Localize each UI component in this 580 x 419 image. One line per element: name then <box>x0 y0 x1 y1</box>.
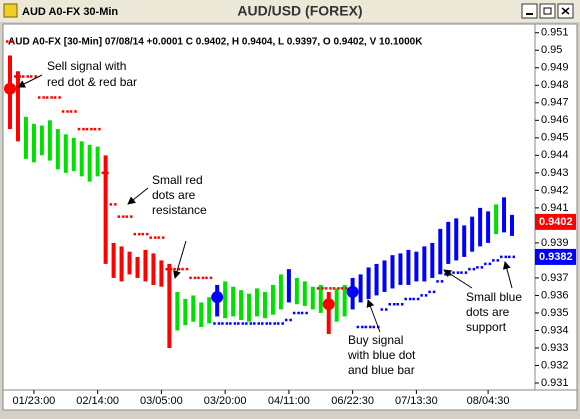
arrow <box>502 261 513 289</box>
y-axis-panel <box>534 23 578 391</box>
y-tick-label: 0.946 <box>541 114 569 126</box>
y-tick-label: 0.931 <box>541 377 569 389</box>
y-tick-label: 0.951 <box>541 27 569 39</box>
support-price-tag-box <box>535 248 576 265</box>
y-tick-label: 0.944 <box>541 149 569 161</box>
y-tick-label: 0.934 <box>541 324 569 336</box>
arrow <box>17 74 43 88</box>
annotation: with blue dot <box>347 348 416 362</box>
support-price-tag: 0.9382 <box>539 251 573 263</box>
y-tick-label: 0.936 <box>541 289 569 301</box>
y-tick-label: 0.95 <box>541 44 562 56</box>
arrow <box>173 240 187 279</box>
arrow <box>127 187 149 205</box>
last-price-tag: 0.9402 <box>539 216 573 228</box>
x-tick-label: 01/23:00 <box>12 395 55 407</box>
annotation: red dot & red bar <box>47 75 137 89</box>
last-price-tag-box <box>535 213 576 230</box>
title-bar <box>0 0 580 22</box>
buy-signal <box>211 291 224 304</box>
info-line: AUD A0-FX [30-Min] 07/08/14 +0.0001 C 0.… <box>8 37 423 48</box>
annotation: Buy signal <box>348 333 403 347</box>
annotation: resistance <box>152 203 207 217</box>
minimize-button[interactable] <box>521 3 538 19</box>
annotation: Small blue <box>466 290 522 304</box>
y-tick-label: 0.933 <box>541 342 569 354</box>
window-title: AUD A0-FX 30-Min <box>22 6 118 18</box>
y-tick-label: 0.948 <box>541 79 569 91</box>
x-tick-label: 02/14:00 <box>76 395 119 407</box>
chart-title: AUD/USD (FOREX) <box>237 3 362 19</box>
maximize-button[interactable] <box>539 3 556 19</box>
y-tick-label: 0.939 <box>541 237 569 249</box>
arrow <box>443 269 473 289</box>
buy-signal <box>346 285 359 298</box>
y-tick-label: 0.943 <box>541 167 569 179</box>
annotation: Sell signal with <box>47 59 126 73</box>
app-icon <box>3 3 18 18</box>
x-tick-label: 07/13:30 <box>395 395 438 407</box>
annotation: and blue bar <box>348 363 415 377</box>
sell-signal <box>4 82 16 95</box>
x-tick-label: 06/22:30 <box>331 395 374 407</box>
y-tick-label: 0.945 <box>541 132 569 144</box>
sell-signal <box>322 298 335 311</box>
y-tick-label: 0.942 <box>541 184 569 196</box>
annotation: dots are <box>152 188 196 202</box>
x-tick-label: 03/20:00 <box>204 395 247 407</box>
window-buttons[interactable] <box>521 3 574 19</box>
arrow <box>366 299 381 333</box>
x-axis-panel <box>2 389 578 411</box>
annotations: Sell signal with red dot & red bar Small… <box>17 59 522 377</box>
x-tick-label: 04/11:00 <box>268 395 310 407</box>
y-tick-label: 0.937 <box>541 272 569 284</box>
x-tick-label: 08/04:30 <box>467 395 510 407</box>
x-tick-label: 03/05:00 <box>140 395 183 407</box>
y-tick-label: 0.947 <box>541 97 569 109</box>
y-tick-label: 0.941 <box>541 202 569 214</box>
y-tick-label: 0.949 <box>541 62 569 74</box>
annotation: support <box>466 320 507 334</box>
annotation: dots are <box>466 305 510 319</box>
y-tick-label: 0.932 <box>541 359 569 371</box>
annotation: Small red <box>152 173 203 187</box>
y-tick-label: 0.935 <box>541 307 569 319</box>
